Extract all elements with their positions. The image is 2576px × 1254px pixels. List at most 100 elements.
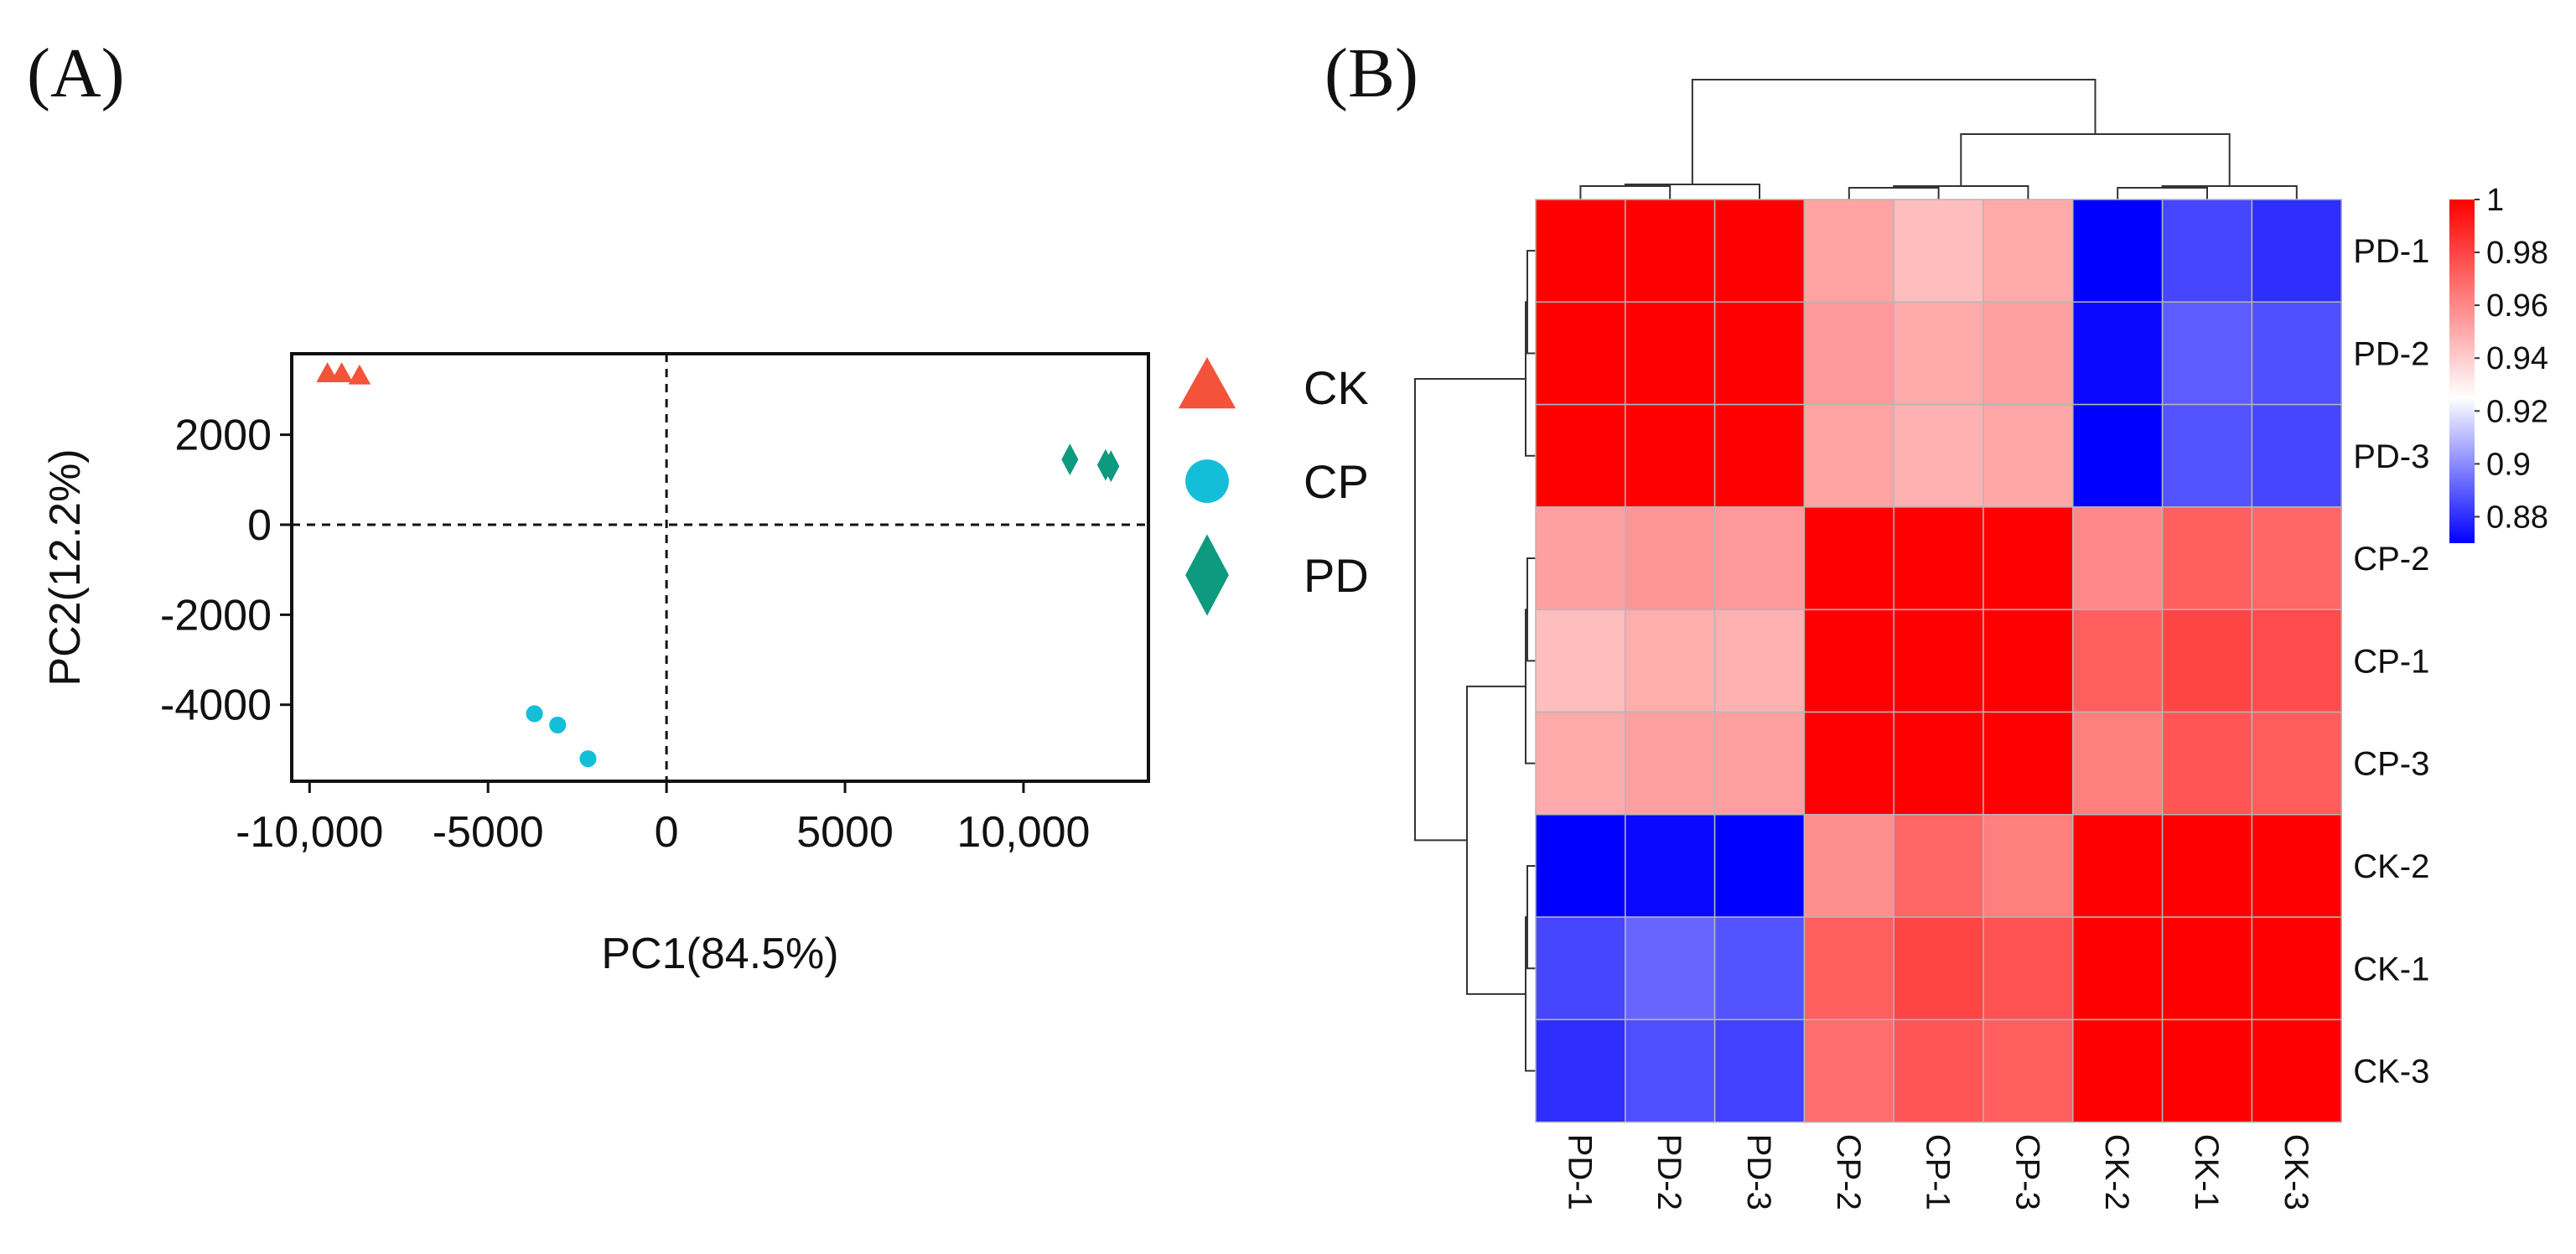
pca-plot-frame [290, 352, 1150, 783]
heatmap-cell [1893, 916, 1984, 1021]
heatmap-cell [1803, 199, 1894, 303]
heatmap-cell [1983, 1018, 2074, 1123]
row-dendrogram [1414, 250, 1536, 1072]
dendrogram-link [1960, 133, 2231, 186]
heatmap-cell [1713, 1018, 1806, 1123]
heatmap-cell [1713, 301, 1806, 406]
dendrogram-link [1691, 79, 2097, 184]
heatmap-row-labels: PD-1 PD-2 PD-3 CP-2 CP-1 CP-3 CK-2 CK-1 CK-3 [2353, 233, 2429, 1090]
heatmap-cell [1983, 711, 2074, 816]
dendrogram-link [1466, 685, 1526, 995]
dendrogram-link [1848, 187, 1940, 200]
pca-legend: CK CP PD [1178, 357, 1369, 616]
pca-y-tick-label: 2000 [174, 412, 272, 460]
heatmap-cell [2251, 711, 2342, 816]
heatmap-colorbar: 1 0.98 0.96 0.94 0.92 0.9 0.88 [2449, 183, 2548, 543]
heatmap-row-label: CP-2 [2353, 541, 2429, 578]
heatmap-cell [1893, 403, 1984, 508]
colorbar-tick-label: 0.9 [2486, 447, 2531, 482]
heatmap-cell [2072, 916, 2164, 1021]
heatmap-row-label: CK-3 [2353, 1054, 2429, 1091]
heatmap-cell [2161, 814, 2253, 918]
heatmap-cell [1535, 1018, 1626, 1123]
colorbar-tick-label: 0.94 [2486, 341, 2548, 376]
heatmap-cell [2072, 199, 2164, 303]
heatmap-cell [1803, 814, 1894, 918]
heatmap-cell [1625, 1018, 1716, 1123]
heatmap-cell [2161, 199, 2253, 303]
legend-marker-cp [1185, 459, 1229, 503]
heatmap-cell [2161, 301, 2253, 406]
dendrogram-link [1526, 250, 1536, 355]
heatmap-cell [1983, 814, 2074, 918]
heatmap-cell [1983, 916, 2074, 1021]
heatmap-column-label: CK-3 [2278, 1134, 2314, 1210]
pca-point-ck [316, 362, 339, 382]
heatmap-cell [1535, 301, 1626, 406]
heatmap-cell [1983, 301, 2074, 406]
heatmap-cell [1893, 301, 1984, 406]
heatmap-cell [2251, 199, 2342, 303]
pca-point-ck [348, 364, 371, 385]
heatmap-cell [2251, 506, 2342, 610]
dendrogram-link [1414, 378, 1526, 842]
heatmap-row-label: CP-3 [2353, 746, 2429, 783]
legend-label-ck: CK [1304, 361, 1369, 414]
heatmap-cell [1893, 1018, 1984, 1123]
heatmap-cell [1803, 916, 1894, 1021]
legend-label-pd: PD [1304, 549, 1369, 602]
heatmap-column-labels: PD-1 PD-2 PD-3 CP-2 CP-1 CP-3 CK-2 CK-1 CK-3 [1561, 1134, 2314, 1210]
heatmap-cell [1713, 916, 1806, 1021]
heatmap-cell [2161, 916, 2253, 1021]
heatmap-cell [1983, 199, 2074, 303]
pca-x-tick-label: 10,000 [956, 808, 1090, 857]
heatmap-cell [2161, 1018, 2253, 1123]
pca-point-cp [579, 750, 597, 768]
heatmap-cell [1535, 609, 1626, 713]
heatmap-cell [1535, 403, 1626, 508]
pca-point-cp [549, 716, 567, 733]
colorbar-tick-label: 0.98 [2486, 236, 2548, 271]
pca-point-pd [1102, 450, 1120, 483]
pca-point-pd [1061, 443, 1079, 476]
heatmap-column-label: CP-2 [1830, 1134, 1867, 1210]
colorbar-tick-label: 1 [2486, 183, 2504, 218]
panel-label-a: (A) [27, 34, 125, 112]
heatmap-row-label: PD-3 [2353, 438, 2429, 475]
heatmap-cell [1713, 814, 1806, 918]
heatmap-cell [1625, 506, 1716, 610]
heatmap-row-label: CK-2 [2353, 848, 2429, 885]
heatmap-cell [1803, 1018, 1894, 1123]
heatmap-cell [1535, 506, 1626, 610]
heatmap-cell [1803, 609, 1894, 713]
heatmap-cell [1625, 916, 1716, 1021]
colorbar-tick-label: 0.96 [2486, 288, 2548, 324]
heatmap-cell [2251, 609, 2342, 713]
heatmap-cell [1535, 814, 1626, 918]
heatmap-cell [1625, 301, 1716, 406]
heatmap-cell [1893, 814, 1984, 918]
heatmap-cell [2251, 301, 2342, 406]
heatmap-row-label: PD-2 [2353, 335, 2429, 372]
heatmap-column-label: CK-2 [2098, 1134, 2135, 1210]
heatmap-cells [1535, 199, 2342, 1123]
pca-x-ticks: -10,000 -5000 0 5000 10,000 [236, 781, 1090, 857]
legend-marker-ck [1178, 357, 1236, 409]
heatmap-cell [2161, 609, 2253, 713]
pca-x-tick-label: 0 [655, 808, 679, 857]
pca-point-cp [526, 705, 543, 723]
colorbar-tick-label: 0.88 [2486, 500, 2548, 535]
heatmap-column-label: PD-1 [1561, 1134, 1598, 1210]
heatmap-cell [2251, 403, 2342, 508]
heatmap-cell [2072, 506, 2164, 610]
pca-y-axis-label: PC2(12.2%) [41, 448, 90, 686]
pca-point-ck [330, 362, 353, 382]
heatmap-cell [1983, 403, 2074, 508]
pca-x-tick-label: -5000 [433, 808, 544, 857]
pca-y-ticks: 2000 0 -2000 -4000 [160, 412, 292, 730]
pca-reference-lines [292, 354, 1148, 781]
column-dendrogram [1579, 79, 2298, 200]
heatmap-column-label: PD-2 [1651, 1134, 1687, 1210]
dendrogram-link [1579, 185, 1672, 200]
